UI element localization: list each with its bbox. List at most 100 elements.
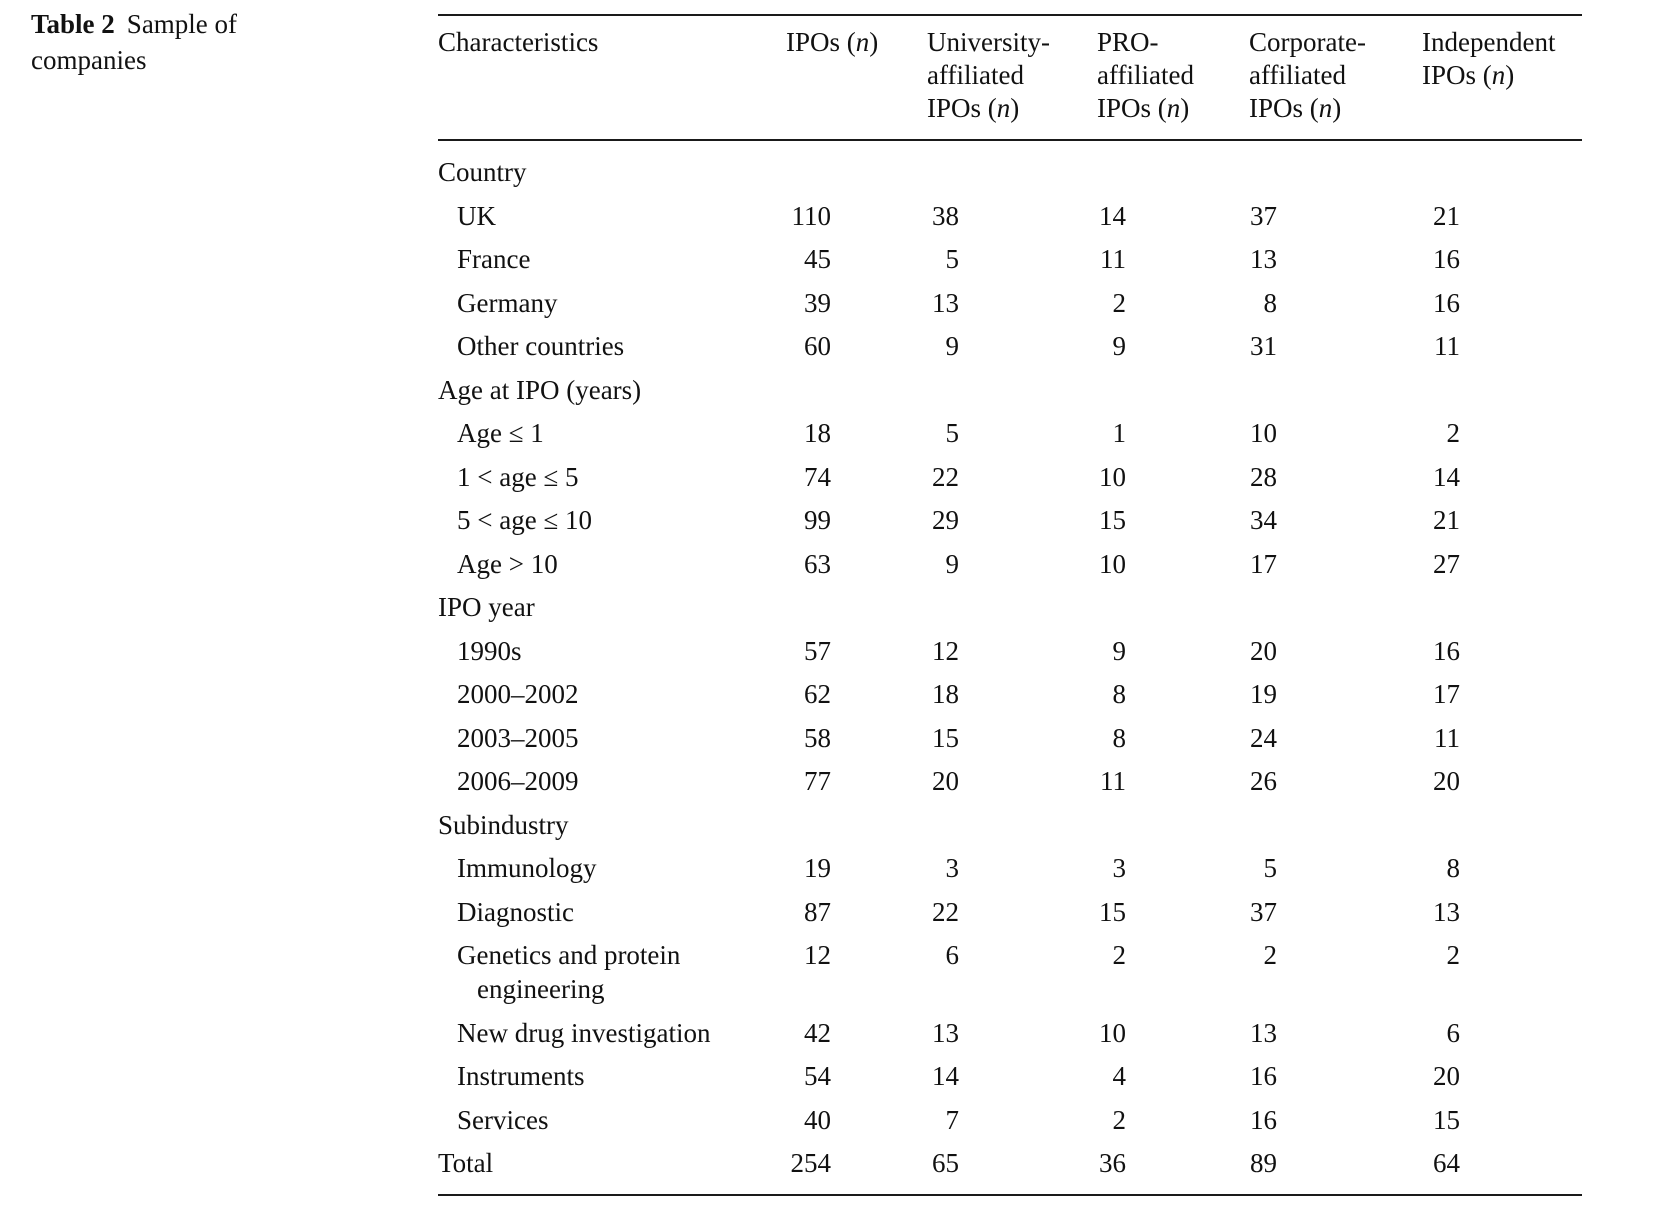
cell-corporate: 26 [1250, 766, 1277, 796]
cell-ipos: 74 [804, 461, 831, 492]
group-label: Subindustry [438, 809, 569, 840]
table-row: Immunology 19 3 3 5 8 [438, 847, 1582, 891]
cell-university: 5 [945, 418, 960, 448]
cell-ipos: 18 [804, 418, 831, 448]
cell-independent: 14 [1433, 461, 1460, 492]
cell-pro: 10 [1099, 1017, 1126, 1048]
cell-pro: 14 [1099, 200, 1126, 231]
row-label: Germany [457, 287, 558, 318]
cell-corporate: 13 [1250, 1017, 1277, 1048]
cell-independent: 21 [1433, 200, 1460, 231]
row-label: Instruments [457, 1061, 585, 1091]
cell-corporate: 8 [1263, 287, 1278, 318]
cell-pro: 2 [1112, 1104, 1127, 1135]
header-corporate-affiliated: Corporate- affiliated IPOs (n) [1249, 27, 1366, 123]
cell-corporate: 17 [1250, 548, 1277, 579]
cell-pro: 8 [1112, 679, 1127, 709]
cell-independent: 2 [1446, 418, 1461, 448]
row-label: 1 < age ≤ 5 [457, 461, 579, 492]
cell-independent: 2 [1446, 940, 1461, 970]
cell-pro: 9 [1112, 331, 1127, 361]
row-label: France [457, 244, 531, 274]
cell-independent: 13 [1433, 896, 1460, 927]
cell-university: 9 [945, 331, 960, 361]
cell-pro: 2 [1112, 940, 1127, 970]
cell-pro: 9 [1112, 635, 1127, 666]
cell-independent: 64 [1433, 1148, 1460, 1178]
table-caption: Table 2 Sample of companies [31, 6, 331, 78]
bottom-rule [438, 1194, 1582, 1196]
cell-ipos: 45 [804, 244, 831, 274]
row-label: 5 < age ≤ 10 [457, 505, 593, 535]
cell-ipos: 254 [790, 1148, 832, 1178]
cell-pro: 10 [1099, 548, 1126, 579]
cell-ipos: 63 [804, 548, 831, 579]
cell-corporate: 37 [1250, 200, 1277, 231]
cell-pro: 2 [1112, 287, 1127, 318]
cell-independent: 21 [1433, 505, 1460, 535]
cell-corporate: 31 [1250, 331, 1277, 361]
cell-university: 38 [932, 200, 959, 231]
cell-pro: 11 [1100, 766, 1126, 796]
row-label: Other countries [457, 331, 625, 361]
cell-corporate: 10 [1250, 418, 1277, 448]
cell-ipos: 12 [804, 940, 831, 970]
cell-university: 65 [932, 1148, 959, 1178]
row-label: Genetics and protein engineering [438, 934, 760, 1012]
table-row: Instruments 54 14 4 16 20 [438, 1055, 1582, 1099]
row-label: UK [457, 200, 496, 231]
group-row-age: Age at IPO (years) [438, 369, 1582, 413]
cell-university: 29 [932, 505, 959, 535]
cell-corporate: 20 [1250, 635, 1277, 666]
table-row: UK 110 38 14 37 21 [438, 195, 1582, 239]
cell-corporate: 19 [1250, 679, 1277, 709]
cell-independent: 20 [1433, 1061, 1460, 1091]
header-row: Characteristics IPOs (n) University- aff… [438, 16, 1582, 139]
table-row: Genetics and protein engineering 12 6 2 … [438, 934, 1582, 1012]
cell-pro: 15 [1099, 505, 1126, 535]
cell-corporate: 2 [1263, 940, 1278, 970]
cell-corporate: 13 [1250, 244, 1277, 274]
table-row: 5 < age ≤ 10 99 29 15 34 21 [438, 499, 1582, 543]
table-row: Services 40 7 2 16 15 [438, 1099, 1582, 1143]
total-row: Total 254 65 36 89 64 [438, 1142, 1582, 1194]
row-label: 2003–2005 [457, 722, 579, 753]
cell-ipos: 58 [804, 722, 831, 753]
row-label: 2006–2009 [457, 766, 579, 796]
table-row: 1 < age ≤ 5 74 22 10 28 14 [438, 456, 1582, 500]
cell-corporate: 89 [1250, 1148, 1277, 1178]
cell-ipos: 57 [804, 635, 831, 666]
cell-ipos: 99 [804, 505, 831, 535]
cell-corporate: 34 [1250, 505, 1277, 535]
cell-university: 9 [945, 548, 960, 579]
group-row-subindustry: Subindustry [438, 804, 1582, 848]
row-label: Services [457, 1104, 549, 1135]
row-label: Age > 10 [457, 548, 558, 579]
table-row: 1990s 57 12 9 20 16 [438, 630, 1582, 674]
group-label: IPO year [438, 592, 535, 622]
header-ipos: IPOs (n) [786, 27, 879, 57]
cell-ipos: 62 [804, 679, 831, 709]
cell-corporate: 24 [1250, 722, 1277, 753]
cell-independent: 15 [1433, 1104, 1460, 1135]
cell-independent: 16 [1433, 244, 1460, 274]
cell-ipos: 110 [791, 200, 832, 231]
cell-university: 22 [932, 896, 959, 927]
cell-ipos: 42 [804, 1017, 831, 1048]
row-label: Immunology [457, 853, 597, 883]
row-label: New drug investigation [457, 1017, 711, 1048]
cell-corporate: 16 [1250, 1104, 1277, 1135]
cell-ipos: 54 [804, 1061, 831, 1091]
cell-university: 13 [932, 1017, 959, 1048]
top-rule [438, 14, 1582, 16]
table-row: 2000–2002 62 18 8 19 17 [438, 673, 1582, 717]
cell-corporate: 5 [1263, 853, 1278, 883]
sample-table-container: Characteristics IPOs (n) University- aff… [438, 14, 1582, 1196]
cell-independent: 16 [1433, 287, 1460, 318]
cell-ipos: 60 [804, 331, 831, 361]
row-label: Diagnostic [457, 896, 574, 927]
cell-corporate: 37 [1250, 896, 1277, 927]
group-label: Country [438, 157, 527, 187]
cell-university: 15 [932, 722, 959, 753]
table-caption-label: Table 2 [31, 9, 115, 39]
